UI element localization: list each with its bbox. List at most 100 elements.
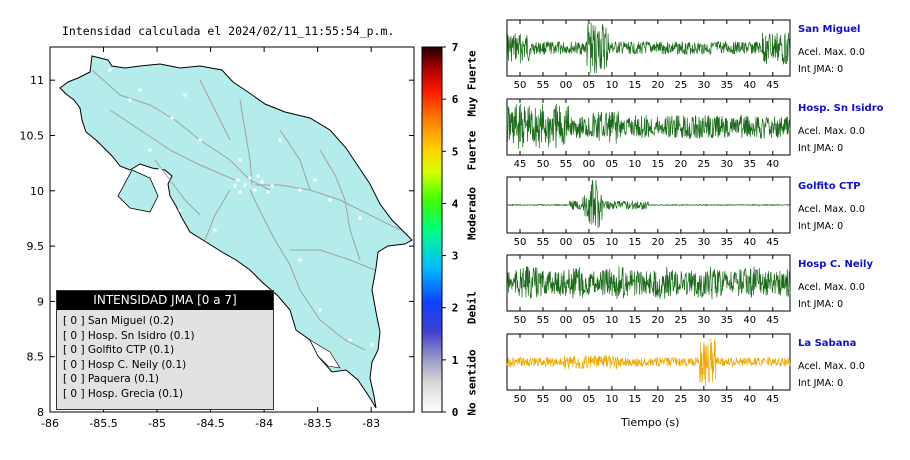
waveform-tick-label: 25	[674, 237, 687, 248]
panel-acel-max: Acel. Max. 0.0	[798, 282, 865, 293]
map-xtick-label: -84.5	[196, 417, 224, 430]
map-xtick-label: -83.5	[303, 417, 331, 430]
map-city-dot	[236, 178, 240, 182]
waveform-tick-label: 40	[766, 159, 779, 170]
waveform-tick-label: 25	[674, 315, 687, 326]
colorbar-tick-label: 0	[452, 406, 459, 419]
road-network	[91, 69, 401, 351]
waveform-tick-label: 00	[583, 159, 596, 170]
waveform-tick-label: 15	[629, 315, 642, 326]
legend-item: [ 0 ] Hosp. Grecia (0.1)	[63, 388, 183, 400]
waveform-tick-label: 55	[537, 315, 550, 326]
map-city-dot	[213, 228, 217, 232]
map-city-dot	[138, 88, 142, 92]
panel-station-name: La Sabana	[798, 338, 857, 349]
waveform-tick-label: 20	[652, 315, 665, 326]
panel-station-name: San Miguel	[798, 24, 861, 35]
colorbar-tick-label: 1	[452, 354, 459, 367]
map-xtick-label: -86	[41, 417, 59, 430]
map-ytick-label: 9	[37, 295, 44, 308]
colorbar-tick-label: 2	[452, 302, 459, 315]
legend-item-label: Hosp C. Neily (0.1)	[87, 358, 187, 371]
waveform-tick-label: 15	[652, 159, 665, 170]
waveform-tick-label: 40	[743, 80, 756, 91]
waveform-tick-label: 45	[766, 237, 779, 248]
panel-station-name: Golfito CTP	[798, 181, 861, 192]
waveform-tick-label: 30	[697, 394, 710, 405]
map-city-dot	[233, 184, 237, 188]
waveform-tick-label: 05	[583, 237, 596, 248]
waveform-trace	[506, 339, 791, 387]
map-city-dot	[298, 258, 302, 262]
waveform-panel: 50 55 00 05 10 15 20 25 30 35 40 45	[506, 176, 791, 248]
map-city-dot	[370, 343, 374, 347]
waveform-tick-label: 25	[674, 80, 687, 91]
waveform-tick-label: 10	[606, 315, 619, 326]
waveform-tick-label: 55	[537, 394, 550, 405]
map-xtick-label: -85.5	[89, 417, 117, 430]
legend-item-value: [ 0 ]	[63, 358, 88, 371]
waveform-tick-label: 20	[652, 394, 665, 405]
waveform-tick-label: 05	[583, 394, 596, 405]
waveform-tick-label: 20	[652, 80, 665, 91]
waveform-tick-label: 50	[514, 394, 527, 405]
waveform-tick-label: 35	[743, 159, 756, 170]
waveform-tick-label: 20	[652, 237, 665, 248]
map-city-dot	[128, 98, 132, 102]
map-city-dot	[318, 308, 322, 312]
waveform-trace	[506, 179, 791, 229]
panel-acel-max: Acel. Max. 0.0	[798, 204, 865, 215]
waveform-tick-label: 35	[720, 237, 733, 248]
waveform-tick-label: 55	[537, 80, 550, 91]
map-city-dot	[298, 188, 302, 192]
map-city-dot	[243, 183, 247, 187]
station-dots	[108, 68, 374, 347]
waveform-tick-label: 40	[743, 394, 756, 405]
legend-item-label: Hosp. Grecia (0.1)	[87, 387, 184, 400]
waveform-frame	[506, 19, 791, 77]
legend-item-label: San Miguel (0.2)	[87, 315, 174, 327]
legend-item-value: [ 0 ]	[63, 373, 88, 385]
waveform-tick-label: 10	[606, 80, 619, 91]
colorbar-tick-label: 6	[452, 93, 459, 106]
waveform-tick-label: 15	[629, 394, 642, 405]
waveform-panel: 45 50 55 00 05 10 15 20 25 30 35 40	[506, 98, 791, 170]
intensity-legend: INTENSIDAD JMA [0 a 7] [ 0 ] San Miguel …	[56, 290, 274, 410]
waveform-tick-label: 15	[629, 80, 642, 91]
legend-item-label: Hosp. Sn Isidro (0.1)	[87, 329, 195, 342]
colorbar-tick-label: 4	[452, 197, 459, 210]
waveform-tick-label: 35	[720, 80, 733, 91]
waveform-tick-label: 30	[720, 159, 733, 170]
legend-item: [ 0 ] Hosp C. Neily (0.1)	[63, 359, 186, 371]
waveform-tick-label: 45	[766, 80, 779, 91]
map-city-dot	[108, 68, 112, 72]
panel-station-name: Hosp C. Neily	[798, 259, 873, 270]
map-city-dot	[278, 138, 282, 142]
panel-acel-max: Acel. Max. 0.0	[798, 47, 865, 58]
map-ytick-label: 8.5	[27, 351, 45, 364]
waveform-tick-label: 10	[629, 159, 642, 170]
waveform-tick-label: 45	[766, 315, 779, 326]
nicoya-gulf-detail	[117, 169, 159, 213]
panel-acel-max: Acel. Max. 0.0	[798, 126, 865, 137]
map-city-dot	[158, 168, 162, 172]
waveform-tick-label: 00	[560, 394, 573, 405]
legend-item: [ 0 ] Paquera (0.1)	[63, 373, 159, 385]
map-xtick-label: -83	[362, 417, 380, 430]
waveform-tick-label: 45	[514, 159, 527, 170]
costa-rica-land	[59, 55, 413, 409]
map-city-dot	[348, 338, 352, 342]
waveform-tick-label: 05	[583, 80, 596, 91]
waveform-tick-label: 00	[560, 315, 573, 326]
waveform-panel: 50 55 00 05 10 15 20 25 30 35 40 45	[506, 19, 791, 91]
waveform-tick-label: 40	[743, 315, 756, 326]
legend-item-value: [ 0 ]	[63, 315, 88, 327]
map-ytick-label: 9.5	[27, 240, 45, 253]
panel-station-name: Hosp. Sn Isidro	[798, 103, 884, 114]
waveform-tick-label: 15	[629, 237, 642, 248]
legend-item-value: [ 0 ]	[63, 387, 88, 400]
waveform-tick-label: 00	[560, 237, 573, 248]
map-ytick-label: 11	[30, 74, 44, 87]
waveform-tick-label: 45	[766, 394, 779, 405]
